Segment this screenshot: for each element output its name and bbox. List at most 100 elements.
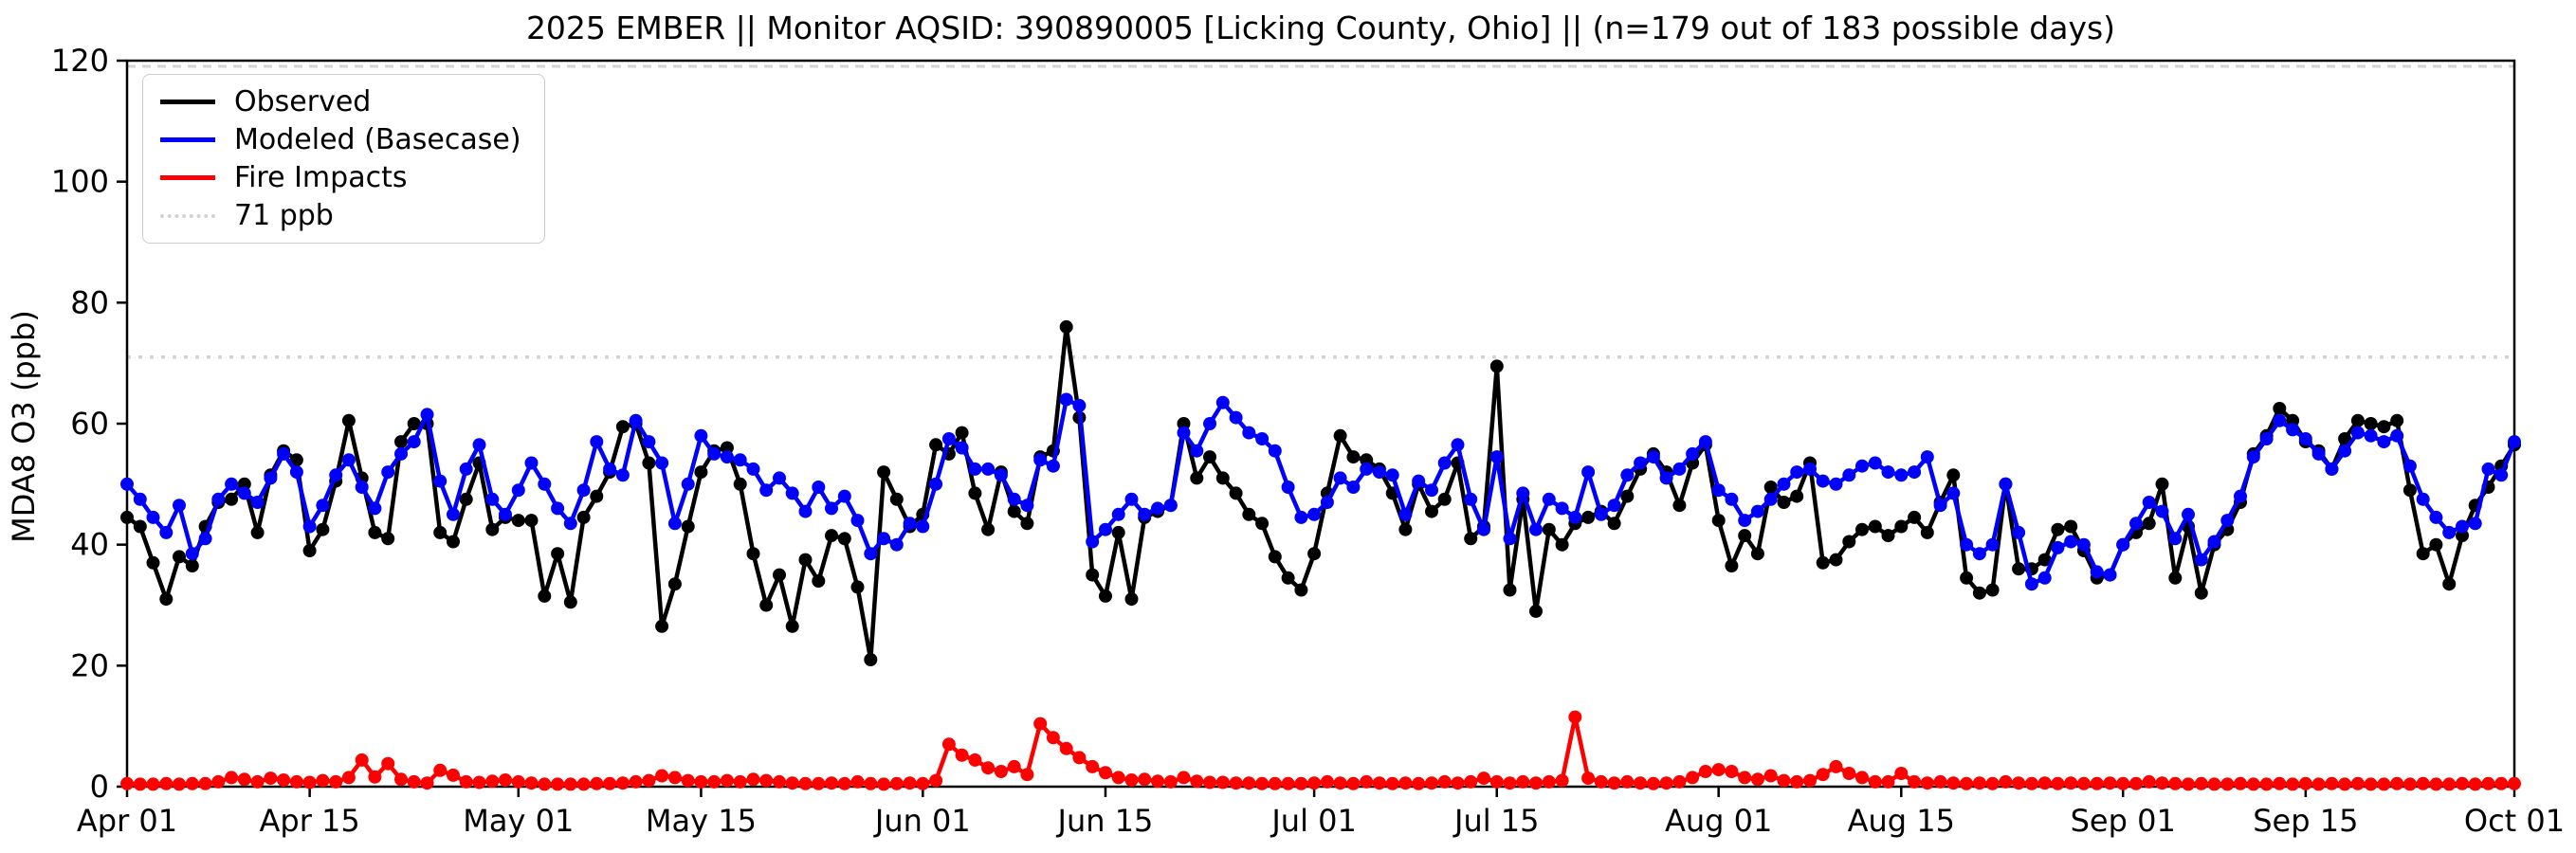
data-point bbox=[2338, 444, 2352, 458]
data-point bbox=[1151, 501, 1164, 516]
x-tick-label: Sep 01 bbox=[2071, 803, 2176, 839]
data-point bbox=[1581, 510, 1596, 524]
data-point bbox=[1972, 776, 1986, 790]
data-point bbox=[1881, 529, 1895, 543]
data-point bbox=[2286, 777, 2300, 791]
legend-item-71-ppb: 71 ppb bbox=[160, 199, 521, 232]
data-point bbox=[447, 507, 460, 521]
data-point bbox=[1750, 772, 1764, 787]
data-point bbox=[1203, 417, 1216, 430]
data-point bbox=[615, 776, 630, 790]
data-point bbox=[1881, 465, 1895, 480]
data-point bbox=[1738, 529, 1752, 543]
data-point bbox=[1294, 776, 1308, 790]
data-point bbox=[1489, 359, 1504, 373]
data-point bbox=[563, 777, 577, 791]
data-point bbox=[1542, 774, 1556, 789]
x-tick-label: Apr 01 bbox=[77, 803, 177, 839]
data-point bbox=[1777, 773, 1791, 788]
data-point bbox=[1425, 504, 1438, 518]
x-tick-label: Jun 01 bbox=[873, 803, 971, 839]
data-point bbox=[1215, 471, 1230, 485]
data-point bbox=[1385, 776, 1399, 790]
data-point bbox=[1646, 776, 1660, 790]
y-tick-label: 120 bbox=[51, 43, 109, 79]
data-point bbox=[1007, 492, 1021, 506]
data-point bbox=[864, 547, 878, 561]
data-point bbox=[773, 774, 786, 789]
data-point bbox=[2350, 426, 2365, 440]
data-point bbox=[1777, 477, 1791, 491]
data-point bbox=[2051, 776, 2065, 790]
data-point bbox=[1763, 492, 1778, 506]
data-point bbox=[407, 435, 421, 449]
data-point bbox=[889, 776, 904, 790]
data-point bbox=[2090, 565, 2104, 579]
data-point bbox=[341, 453, 356, 467]
data-point bbox=[720, 773, 734, 788]
data-point bbox=[681, 519, 695, 534]
y-tick-label: 80 bbox=[70, 284, 109, 320]
data-point bbox=[341, 771, 356, 785]
data-point bbox=[642, 435, 656, 449]
data-point bbox=[590, 489, 604, 503]
data-point bbox=[1555, 501, 1569, 516]
data-point bbox=[759, 773, 774, 788]
x-tick-label: Apr 15 bbox=[260, 803, 360, 839]
data-point bbox=[225, 771, 239, 785]
data-point bbox=[1607, 776, 1621, 790]
data-point bbox=[472, 775, 486, 789]
data-point bbox=[433, 525, 448, 539]
data-point bbox=[929, 477, 943, 491]
legend-sample-71-ppb bbox=[160, 213, 215, 218]
data-point bbox=[2129, 776, 2143, 790]
data-point bbox=[355, 753, 369, 767]
data-point bbox=[1620, 468, 1635, 482]
data-point bbox=[2390, 428, 2404, 443]
data-point bbox=[1425, 776, 1438, 790]
data-point bbox=[1294, 583, 1308, 597]
data-point bbox=[2508, 776, 2521, 790]
data-point bbox=[1529, 522, 1543, 536]
data-point bbox=[1307, 547, 1322, 561]
data-point bbox=[1529, 776, 1543, 790]
data-point bbox=[903, 776, 917, 790]
data-point bbox=[538, 589, 552, 603]
data-point bbox=[1985, 583, 2000, 597]
data-point bbox=[250, 496, 265, 509]
data-point bbox=[629, 774, 643, 789]
data-point bbox=[1111, 525, 1125, 539]
data-point bbox=[2416, 776, 2430, 790]
data-point bbox=[1255, 517, 1270, 531]
data-point bbox=[1412, 776, 1426, 790]
data-point bbox=[1086, 759, 1100, 773]
data-point bbox=[2364, 417, 2378, 430]
data-point bbox=[2350, 413, 2365, 427]
data-point bbox=[733, 453, 747, 467]
x-tick-label: May 01 bbox=[463, 803, 574, 839]
data-point bbox=[955, 426, 969, 440]
data-point bbox=[2402, 459, 2417, 473]
data-point bbox=[2220, 777, 2235, 791]
chart-title: 2025 EMBER || Monitor AQSID: 390890005 [… bbox=[525, 9, 2116, 46]
data-point bbox=[2155, 776, 2169, 790]
data-point bbox=[655, 619, 669, 633]
data-point bbox=[812, 481, 826, 494]
data-point bbox=[1437, 456, 1452, 470]
data-point bbox=[1568, 710, 1582, 724]
data-point bbox=[642, 456, 656, 470]
data-point bbox=[1763, 769, 1778, 783]
data-point bbox=[368, 770, 382, 784]
data-point bbox=[2116, 776, 2130, 790]
data-point bbox=[2377, 420, 2391, 434]
data-point bbox=[1816, 768, 1830, 782]
data-point bbox=[1086, 568, 1100, 582]
data-point bbox=[681, 477, 695, 491]
data-point bbox=[877, 465, 891, 480]
data-point bbox=[1868, 774, 1882, 789]
data-point bbox=[381, 756, 395, 771]
data-point bbox=[1111, 507, 1125, 521]
data-point bbox=[941, 737, 956, 752]
data-point bbox=[2286, 423, 2300, 437]
data-point bbox=[1659, 471, 1673, 485]
